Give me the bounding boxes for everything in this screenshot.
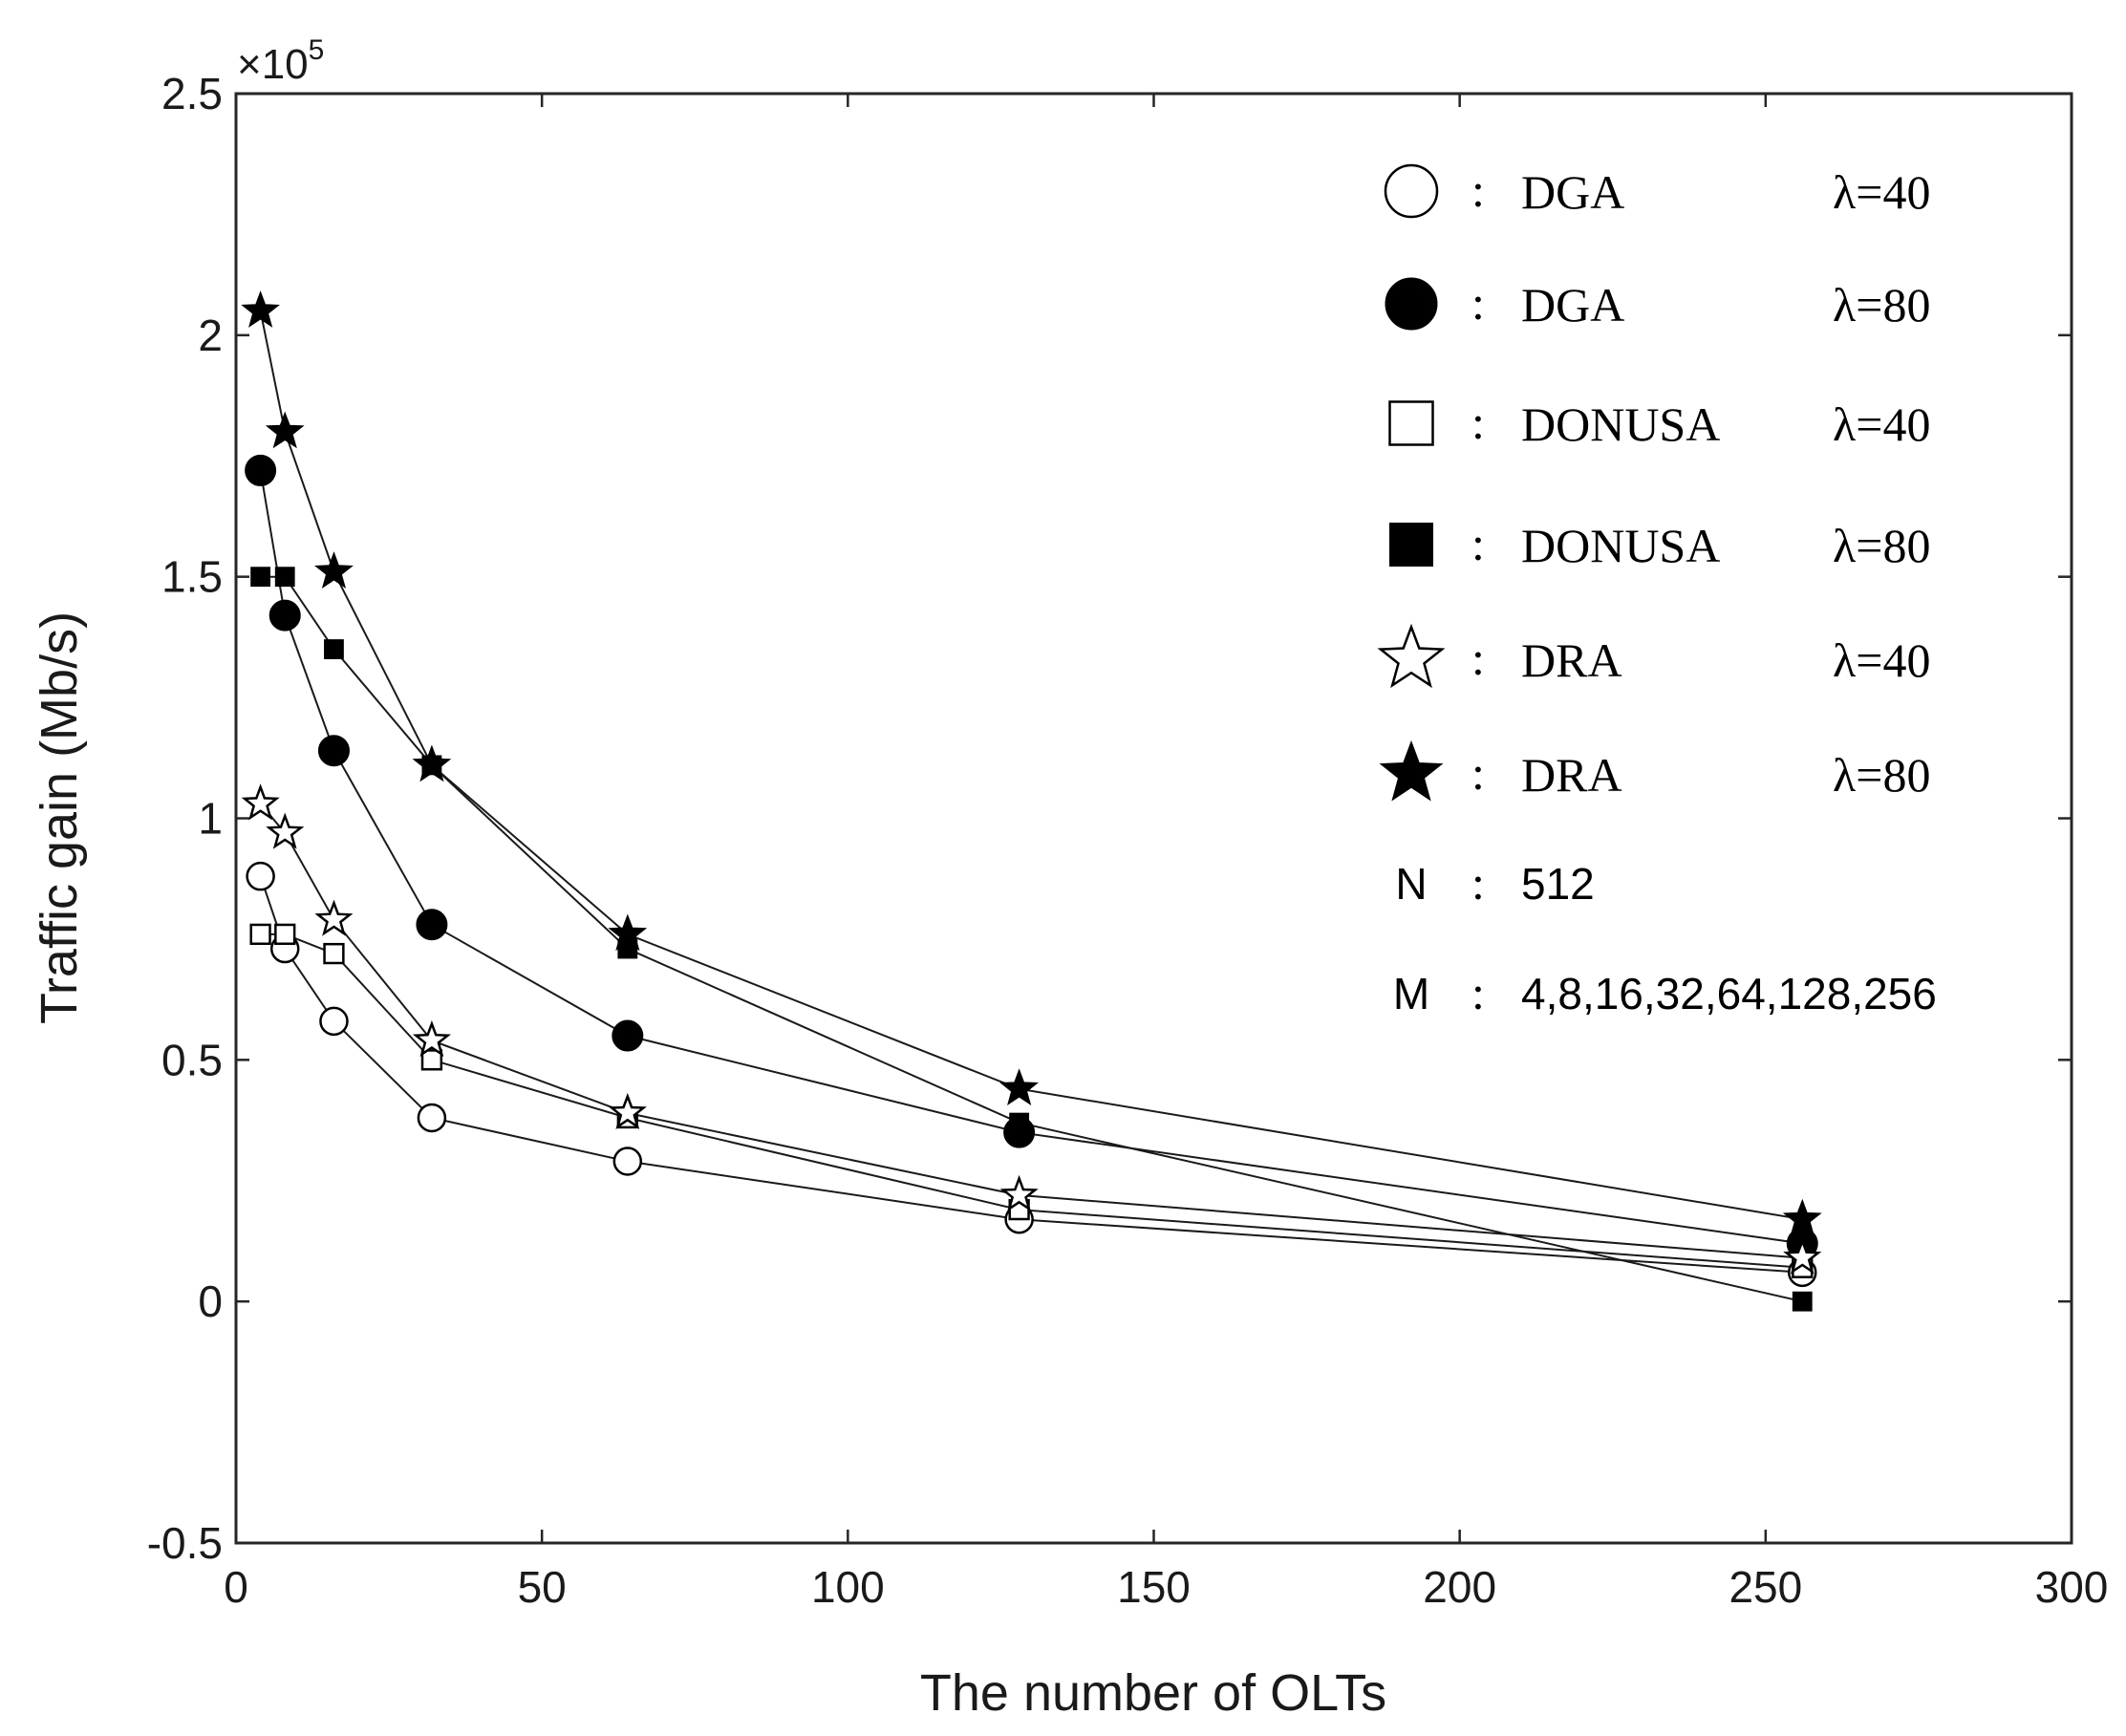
legend-marker-square-open (1388, 400, 1434, 446)
legend-marker-star-filled (1379, 739, 1444, 802)
y-tick-label: 1.5 (161, 552, 223, 602)
data-point-star-filled (608, 913, 648, 952)
y-axis-multiplier: ×105 (237, 34, 324, 88)
legend-marker-circle-open (1384, 163, 1439, 219)
data-point-star-open (412, 1020, 452, 1058)
x-tick-label: 50 (518, 1562, 567, 1612)
data-point-square-filled (250, 567, 271, 588)
axis-labels: The number of OLTs Traffic gain (Mb/s) ×… (31, 34, 1386, 1722)
data-point-square-open (323, 942, 345, 965)
series-markers (241, 290, 1822, 1312)
legend-separator: : (1471, 966, 1485, 1019)
legend-separator: : (1471, 632, 1485, 685)
x-axis-title: The number of OLTs (920, 1664, 1386, 1722)
data-point-star-filled (412, 744, 452, 782)
y-tick-label: -0.5 (147, 1518, 223, 1568)
legend-marker-star-open (1377, 623, 1446, 689)
legend-separator: : (1471, 163, 1485, 217)
data-point-circle-filled (612, 1019, 644, 1052)
data-point-circle-open (319, 1006, 349, 1037)
legend-series-lambda: λ=80 (1833, 748, 1930, 802)
data-point-star-filled (241, 290, 280, 328)
y-multiplier-exponent: 5 (309, 34, 325, 66)
legend-param-key: M (1393, 969, 1429, 1018)
legend-series-name: DGA (1521, 165, 1624, 219)
data-point-star-filled (1782, 1198, 1822, 1236)
data-point-square-open (274, 923, 296, 946)
y-tick-label: 2 (198, 311, 223, 360)
x-tick-label: 300 (2035, 1562, 2109, 1612)
data-point-circle-filled (245, 454, 277, 486)
data-point-star-open (999, 1174, 1039, 1211)
data-point-circle-open (246, 861, 275, 891)
data-point-star-filled (265, 411, 305, 449)
grid-and-ticks: 0 50 100 150 200 250 300-0.500.511.522.5 (147, 69, 2109, 1612)
y-tick-label: 1 (198, 794, 223, 844)
legend-series-name: DONUSA (1521, 397, 1720, 451)
legend: : DGA λ=40: DGA λ=80: DONUSA λ=40: DONUSA λ=80: D… (1377, 163, 1937, 1019)
legend-param-key: N (1395, 859, 1427, 909)
data-point-square-open (420, 1049, 443, 1071)
legend-marker-circle-filled (1385, 277, 1438, 331)
data-point-circle-open (612, 1147, 643, 1176)
legend-separator: : (1471, 396, 1485, 449)
legend-series-name: DGA (1521, 278, 1624, 332)
data-point-star-open (266, 812, 305, 849)
data-point-circle-filled (416, 909, 448, 941)
y-axis-title: Traffic gain (Mb/s) (31, 611, 88, 1024)
x-tick-label: 0 (224, 1562, 248, 1612)
data-point-star-open (1783, 1237, 1822, 1275)
y-tick-label: 0.5 (161, 1035, 223, 1084)
legend-param-value: 4,8,16,32,64,128,256 (1521, 969, 1937, 1018)
data-point-square-filled (274, 567, 295, 588)
legend-separator: : (1471, 856, 1485, 910)
legend-series-name: DRA (1521, 748, 1622, 802)
x-tick-label: 150 (1117, 1562, 1191, 1612)
x-tick-label: 250 (1729, 1562, 1802, 1612)
legend-series-lambda: λ=80 (1833, 278, 1930, 332)
legend-series-name: DONUSA (1521, 519, 1720, 572)
legend-series-name: DRA (1521, 633, 1622, 687)
legend-separator: : (1471, 276, 1485, 330)
legend-series-lambda: λ=40 (1833, 397, 1930, 451)
y-tick-label: 2.5 (161, 69, 223, 118)
data-point-square-filled (1792, 1291, 1813, 1312)
plot-area-frame (234, 92, 2073, 1545)
data-point-star-filled (314, 551, 354, 589)
x-tick-label: 100 (811, 1562, 885, 1612)
data-point-square-filled (324, 639, 344, 659)
legend-series-lambda: λ=80 (1833, 519, 1930, 572)
y-multiplier-base: ×10 (237, 41, 309, 88)
y-tick-label: 0 (198, 1276, 223, 1326)
legend-separator: : (1471, 517, 1485, 570)
legend-series-lambda: λ=40 (1833, 633, 1930, 687)
data-point-square-filled (1009, 1112, 1030, 1133)
legend-series-lambda: λ=40 (1833, 165, 1930, 219)
data-point-star-filled (999, 1068, 1039, 1106)
data-point-star-open (314, 899, 354, 936)
legend-param-value: 512 (1521, 859, 1595, 909)
data-point-star-open (608, 1092, 647, 1129)
data-point-square-open (249, 923, 271, 946)
data-point-circle-open (417, 1103, 447, 1133)
data-point-star-open (241, 783, 280, 821)
data-point-circle-filled (317, 735, 350, 767)
x-tick-label: 200 (1423, 1562, 1496, 1612)
legend-separator: : (1471, 746, 1485, 800)
legend-marker-square-filled (1389, 523, 1433, 567)
data-point-circle-filled (268, 599, 301, 632)
